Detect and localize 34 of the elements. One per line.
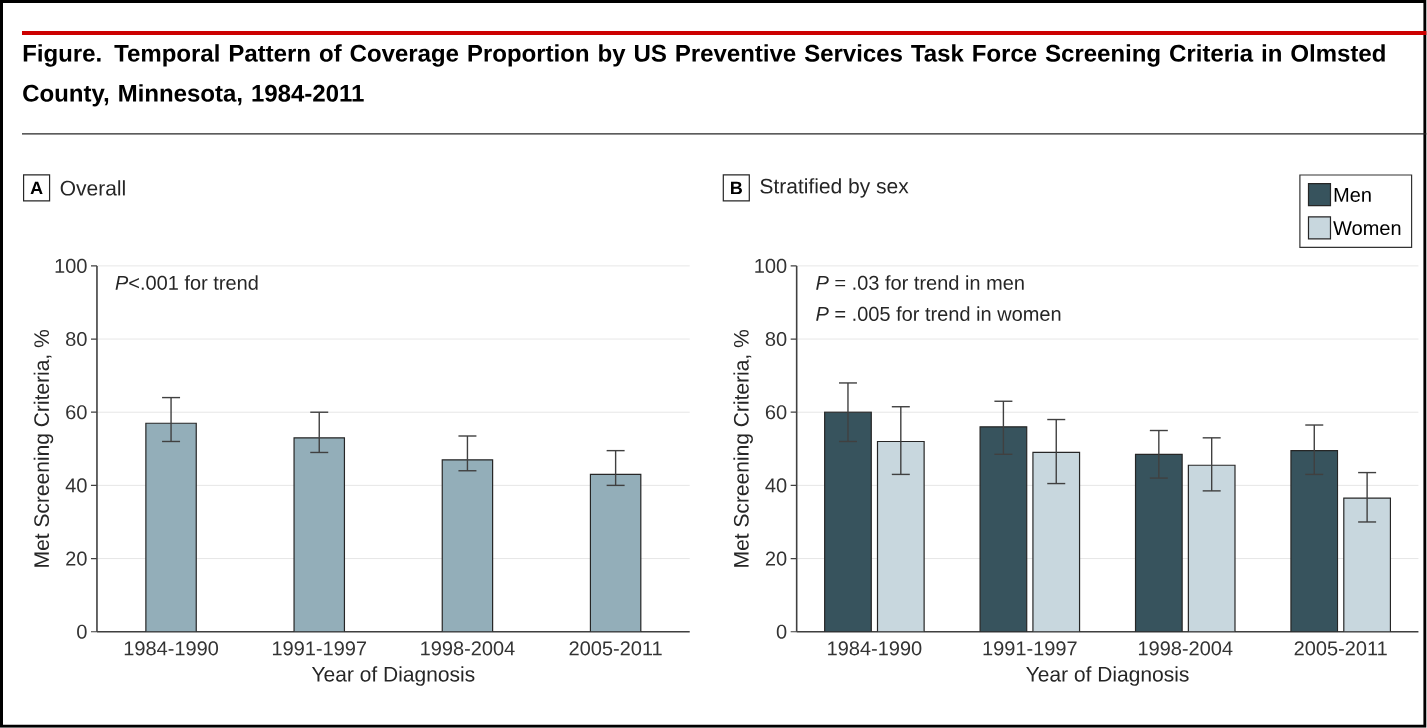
annotation: P = .005 for trend in women bbox=[816, 306, 1061, 322]
x-tick-label: 1984-1990 bbox=[124, 641, 219, 656]
text: B bbox=[731, 181, 742, 195]
y-tick-label: 60 bbox=[66, 405, 87, 420]
legend-label: Men bbox=[1334, 188, 1371, 203]
y-tick-label: 0 bbox=[77, 624, 87, 639]
x-tick-label: 1991-1997 bbox=[272, 641, 367, 656]
chart-subtitle: Overall bbox=[60, 180, 125, 196]
legend-label: Women bbox=[1333, 221, 1401, 236]
text: A bbox=[30, 181, 43, 195]
y-axis-title: Met Screening Criteria, % bbox=[33, 330, 54, 567]
x-axis-title: Year of Diagnosis bbox=[1026, 666, 1189, 686]
chart-subtitle: Stratified by sex bbox=[760, 178, 909, 198]
y-tick-label: 0 bbox=[776, 624, 787, 639]
x-tick-label: 1984-1990 bbox=[828, 641, 922, 656]
y-tick-label: 80 bbox=[765, 332, 787, 347]
y-tick-label: 20 bbox=[66, 551, 87, 566]
y-tick-label: 40 bbox=[765, 478, 787, 493]
x-tick-label: 1991-1997 bbox=[983, 641, 1077, 656]
x-tick-label: 1998-2004 bbox=[421, 641, 515, 656]
annotation: P<.001 for trend bbox=[115, 275, 258, 291]
y-tick-label: 100 bbox=[755, 258, 787, 274]
x-axis-title: Year of Diagnosis bbox=[311, 666, 475, 686]
y-tick-label: 20 bbox=[765, 551, 787, 566]
y-tick-label: 40 bbox=[65, 478, 87, 493]
chart-title: Figure. Temporal Pattern of Coverage Proportion by US Preventive Services Task Force Screening Criteria in Olmsted County, Minnesota, 1984-2011 bbox=[23, 44, 1385, 107]
x-tick-label: 2005-2011 bbox=[1294, 641, 1387, 656]
x-tick-label: 1998-2004 bbox=[1138, 641, 1233, 656]
annotation: P = .03 for trend in men bbox=[816, 275, 1024, 291]
y-tick-label: 100 bbox=[55, 258, 87, 274]
y-tick-label: 60 bbox=[765, 405, 787, 420]
y-axis-title: Met Screening Criteria, % bbox=[733, 330, 753, 567]
x-tick-label: 2005-2011 bbox=[569, 641, 662, 656]
y-tick-label: 80 bbox=[66, 332, 87, 347]
